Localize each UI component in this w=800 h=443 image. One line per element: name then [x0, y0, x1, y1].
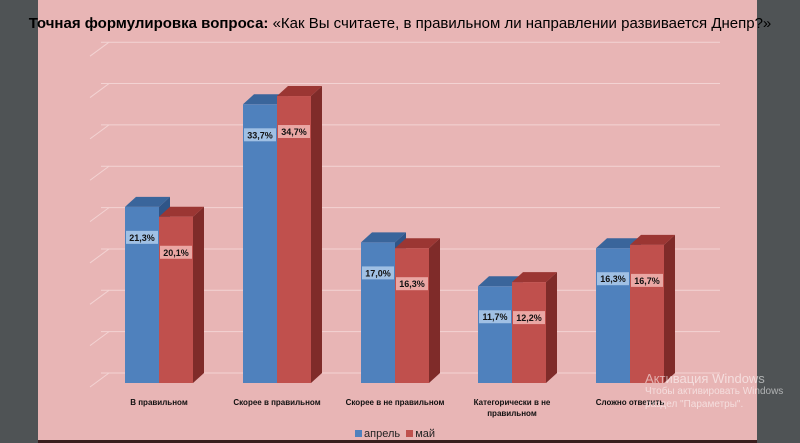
- category-label: Скорее в правильном: [233, 398, 321, 407]
- data-label: 12,2%: [516, 313, 542, 323]
- category-label: Скорее в не правильном: [345, 398, 445, 407]
- legend-item-may: май: [406, 428, 435, 440]
- bar-апрель: [361, 242, 395, 383]
- gridline-side: [89, 207, 110, 223]
- data-label: 20,1%: [163, 248, 189, 258]
- data-label-bg: [513, 311, 545, 325]
- bar-май: [159, 216, 193, 383]
- divider: [38, 440, 757, 443]
- gridline-side: [89, 124, 110, 140]
- bar-top: [125, 196, 170, 207]
- bar-top: [395, 238, 440, 249]
- data-label-bg: [244, 128, 276, 142]
- bar-top: [361, 232, 406, 243]
- data-label-bg: [126, 230, 158, 244]
- bar-май: [395, 248, 429, 383]
- category-label: Сложно ответить: [595, 398, 665, 407]
- bar-май: [277, 96, 311, 383]
- data-label: 34,7%: [281, 127, 307, 137]
- data-label: 16,3%: [399, 279, 425, 289]
- bar-апрель: [596, 248, 630, 383]
- gridline-side: [89, 331, 110, 347]
- gridline-side: [89, 165, 110, 181]
- bar-май: [512, 282, 546, 383]
- chart-title: Точная формулировка вопроса: «Как Вы счи…: [28, 15, 772, 32]
- category-label: Категорически в не правильном: [473, 398, 551, 418]
- data-label: 21,3%: [129, 233, 155, 243]
- gridline-side: [89, 83, 110, 98]
- data-label: 11,7%: [482, 312, 507, 322]
- data-label: 16,3%: [600, 274, 626, 284]
- data-label-bg: [278, 125, 310, 139]
- bar-top: [478, 276, 523, 287]
- bar-top: [512, 272, 557, 283]
- bar-top: [159, 206, 204, 217]
- bar-side: [429, 238, 440, 383]
- bar-side: [664, 234, 675, 383]
- bar-апрель: [243, 104, 277, 384]
- data-label-bg: [631, 273, 663, 287]
- bar-top: [630, 234, 675, 245]
- bar-апрель: [478, 286, 512, 383]
- legend: апрель май: [355, 428, 435, 440]
- gridline-side: [89, 248, 110, 264]
- data-label-bg: [362, 266, 394, 280]
- data-label-bg: [160, 245, 192, 259]
- data-label-bg: [396, 277, 428, 291]
- data-label: 33,7%: [247, 130, 273, 140]
- category-label: В правильном: [130, 398, 188, 407]
- bar-top: [277, 86, 322, 97]
- data-label: 16,7%: [634, 276, 660, 286]
- bar-side: [546, 272, 557, 383]
- bar-top: [596, 238, 641, 249]
- windows-activation-watermark: Активация Windows Чтобы активировать Win…: [645, 371, 784, 410]
- bar-side: [311, 86, 322, 383]
- legend-item-april: апрель: [355, 428, 400, 440]
- bar-side: [193, 206, 204, 383]
- bar-май: [630, 244, 664, 383]
- gridline-side: [89, 289, 110, 305]
- bar-top: [243, 94, 288, 105]
- data-label-bg: [597, 272, 629, 286]
- gridline-side: [89, 41, 110, 57]
- data-label: 17,0%: [365, 268, 391, 278]
- gridline-side: [89, 372, 110, 388]
- data-label-bg: [479, 310, 511, 324]
